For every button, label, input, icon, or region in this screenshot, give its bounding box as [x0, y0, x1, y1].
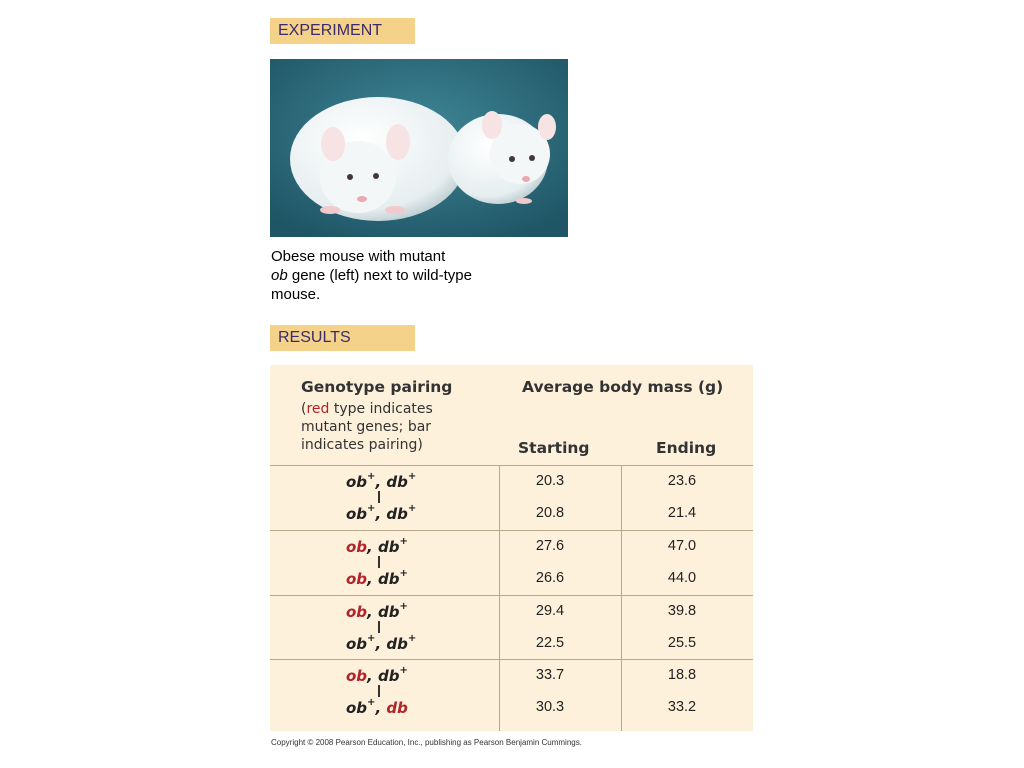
- wild-type-superscript: +: [407, 632, 417, 644]
- starting-mass-cell: 20.3: [535, 473, 565, 489]
- ending-mass-cell: 33.2: [667, 699, 697, 716]
- separator: ,: [375, 634, 387, 653]
- gene-db: db+: [377, 535, 408, 556]
- ending-mass-cell: 18.8: [667, 667, 697, 684]
- mass-header: Average body mass (g): [522, 378, 724, 396]
- photo-caption: Obese mouse with mutant ob gene (left) n…: [271, 247, 551, 304]
- separator: ,: [367, 569, 378, 588]
- genotype-cell: ob, db+: [346, 600, 408, 621]
- separator: ,: [375, 699, 387, 718]
- gene-ob: ob: [346, 602, 368, 621]
- genotype-note: (red type indicates mutant genes; bar in…: [301, 400, 433, 454]
- wild-type-superscript: +: [407, 503, 417, 514]
- gene-db: db: [386, 699, 408, 718]
- ending-header: Ending: [656, 439, 717, 457]
- ending-mass-cell: 25.5: [667, 634, 697, 651]
- results-table: Genotype pairing (red type indicates mut…: [270, 365, 753, 731]
- wild-type-superscript: +: [399, 535, 408, 547]
- gene-db: db+: [377, 665, 408, 686]
- gene-db: db+: [386, 632, 417, 653]
- caption-gene-name: ob: [271, 267, 288, 284]
- gene-ob: ob+: [346, 632, 376, 653]
- genotype-note-line-3: indicates pairing): [301, 437, 423, 453]
- starting-mass-cell: 29.4: [535, 602, 565, 619]
- wild-type-superscript: +: [367, 471, 376, 482]
- gene-ob: ob: [346, 537, 368, 556]
- pairing-bar: [378, 620, 380, 633]
- wild-type-superscript: +: [367, 503, 376, 514]
- separator: ,: [367, 667, 378, 686]
- wild-type-superscript: +: [399, 665, 408, 677]
- caption-line-2-rest: gene (left) next to wild-type: [287, 267, 472, 284]
- ending-mass-cell: 47.0: [667, 537, 697, 554]
- gene-ob: ob: [346, 569, 368, 588]
- genotype-header: Genotype pairing: [301, 378, 453, 396]
- separator: ,: [367, 602, 378, 621]
- starting-mass-cell: 20.8: [535, 505, 565, 521]
- starting-mass-cell: 22.5: [535, 634, 565, 651]
- row-divider: [270, 659, 753, 661]
- wild-type-superscript: +: [367, 697, 376, 709]
- pairing-bar: [378, 491, 380, 503]
- row-divider: [270, 529, 753, 531]
- separator: ,: [375, 473, 387, 491]
- genotype-cell: ob, db+: [346, 665, 408, 686]
- gene-db: db+: [377, 600, 408, 621]
- ending-mass-cell: 39.8: [667, 602, 697, 619]
- genotype-cell: ob+, db: [346, 697, 408, 718]
- gene-ob: ob: [346, 667, 368, 686]
- gene-db: db+: [377, 567, 408, 588]
- pairing-bar: [378, 685, 380, 698]
- gene-db: db+: [386, 503, 417, 523]
- caption-line-2: ob gene (left) next to wild-type: [271, 266, 551, 285]
- separator: ,: [367, 537, 378, 556]
- ending-mass-cell: 44.0: [667, 569, 697, 586]
- genotype-cell: ob+, db+: [346, 503, 417, 523]
- genotype-cell: ob, db+: [346, 535, 408, 556]
- red-word: red: [306, 401, 330, 417]
- experiment-label: EXPERIMENT: [270, 18, 415, 44]
- genotype-cell: ob+, db+: [346, 632, 417, 653]
- wild-type-superscript: +: [367, 632, 376, 644]
- genotype-note-line-1: (red type indicates: [301, 401, 433, 417]
- mice-photo: [270, 59, 568, 237]
- gene-ob: ob+: [346, 471, 376, 491]
- caption-line-1: Obese mouse with mutant: [271, 248, 446, 265]
- ending-mass-cell: 21.4: [667, 505, 697, 521]
- column-divider: [621, 465, 622, 731]
- wild-type-superscript: +: [407, 471, 417, 482]
- pairing-bar: [378, 555, 380, 568]
- wild-type-superscript: +: [399, 567, 408, 579]
- gene-ob: ob+: [346, 697, 376, 718]
- copyright-notice: Copyright © 2008 Pearson Education, Inc.…: [271, 738, 582, 747]
- gene-db: db+: [386, 471, 417, 491]
- ending-mass-cell: 23.6: [667, 473, 697, 489]
- separator: ,: [375, 505, 387, 523]
- genotype-cell: ob+, db+: [346, 471, 417, 491]
- starting-mass-cell: 33.7: [535, 667, 565, 684]
- column-divider: [499, 465, 500, 731]
- row-divider: [270, 465, 753, 466]
- gene-ob: ob+: [346, 503, 376, 523]
- starting-header: Starting: [518, 439, 590, 457]
- genotype-note-line-2: mutant genes; bar: [301, 419, 432, 435]
- starting-mass-cell: 30.3: [535, 699, 565, 716]
- results-label: RESULTS: [270, 325, 415, 351]
- genotype-cell: ob, db+: [346, 567, 408, 588]
- caption-line-3: mouse.: [271, 286, 321, 303]
- wild-type-superscript: +: [399, 600, 408, 612]
- starting-mass-cell: 26.6: [535, 569, 565, 586]
- row-divider: [270, 594, 753, 596]
- starting-mass-cell: 27.6: [535, 537, 565, 554]
